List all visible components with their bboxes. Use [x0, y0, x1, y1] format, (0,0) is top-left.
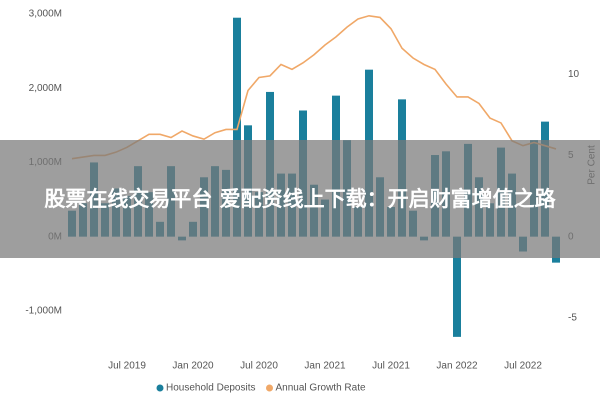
x-tick-label: Jan 2022 — [436, 361, 478, 372]
legend-label: Annual Growth Rate — [276, 383, 366, 394]
x-tick-label: Jul 2019 — [108, 361, 146, 372]
bar — [453, 236, 461, 337]
x-tick-label: Jul 2020 — [240, 361, 278, 372]
legend-marker — [266, 384, 273, 392]
x-tick-label: Jan 2021 — [304, 361, 346, 372]
x-tick-label: Jul 2021 — [372, 361, 410, 372]
legend-label: Household Deposits — [166, 383, 256, 394]
y2-tick-label: 10 — [568, 69, 580, 80]
overlay-banner: 股票在线交易平台 爱配资线上下载：开启财富增值之路 — [0, 140, 600, 258]
y2-tick-label: -5 — [568, 312, 577, 323]
y-tick-label: 3,000M — [29, 9, 62, 20]
overlay-text: 股票在线交易平台 爱配资线上下载：开启财富增值之路 — [44, 187, 556, 211]
y-tick-label: 2,000M — [29, 83, 62, 94]
y-tick-label: -1,000M — [25, 306, 62, 317]
legend-marker — [156, 384, 164, 392]
x-tick-label: Jul 2022 — [504, 361, 542, 372]
line — [71, 14, 557, 160]
x-tick-label: Jan 2020 — [172, 361, 214, 372]
